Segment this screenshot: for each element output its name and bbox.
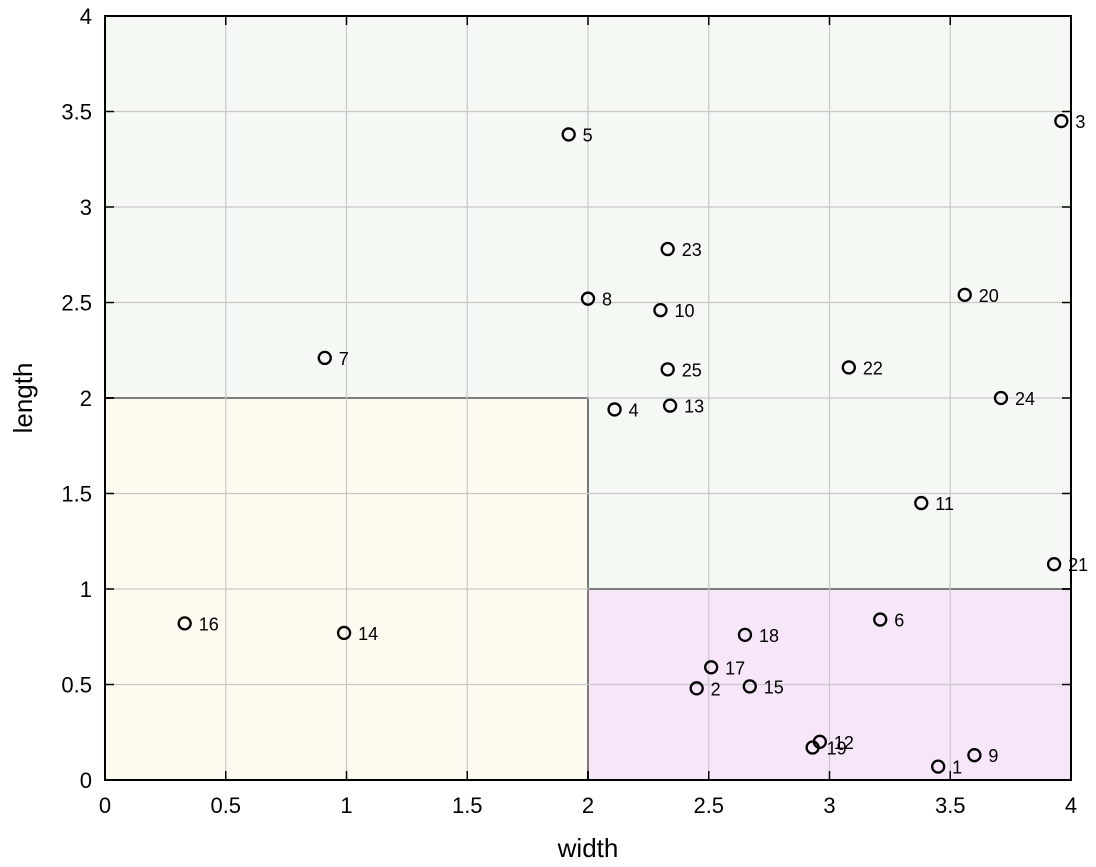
y-tick-label: 3 (80, 195, 92, 220)
point-label-14: 14 (358, 624, 378, 644)
data-point-18 (737, 627, 753, 642)
data-point-17 (704, 660, 719, 675)
data-point-6 (873, 612, 888, 627)
data-point-2 (689, 681, 704, 696)
point-label-23: 23 (682, 240, 702, 260)
point-layer: 1234567891011121314151617181920212223242… (177, 112, 1088, 778)
y-tick-label: 3.5 (61, 100, 92, 125)
point-label-7: 7 (339, 349, 349, 369)
data-point-10 (653, 302, 668, 318)
data-point-23 (660, 241, 675, 257)
point-label-1: 1 (952, 758, 962, 778)
y-tick-label: 1.5 (61, 482, 92, 507)
point-label-4: 4 (629, 400, 639, 420)
y-tick-labels: 0 0.5 1 1.5 2 2.5 3 3.5 4 (61, 4, 92, 793)
point-label-13: 13 (684, 397, 704, 417)
point-label-3: 3 (1075, 112, 1085, 132)
point-label-5: 5 (583, 125, 593, 145)
data-point-7 (317, 350, 332, 366)
tick-layer (104, 15, 1072, 781)
data-point-25 (660, 362, 675, 377)
data-point-1 (931, 759, 946, 774)
data-point-8 (580, 291, 596, 306)
point-label-11: 11 (935, 494, 954, 514)
data-point-15 (742, 679, 757, 694)
point-label-12: 12 (834, 733, 854, 753)
x-tick-label: 2.5 (693, 793, 724, 818)
x-tick-labels: 0 0.5 1 1.5 2 2.5 3 3.5 4 (99, 793, 1077, 818)
point-label-17: 17 (725, 658, 745, 678)
y-tick-label: 1 (80, 577, 92, 602)
data-point-14 (336, 625, 352, 641)
point-label-6: 6 (894, 611, 904, 631)
y-tick-label: 2.5 (61, 291, 92, 316)
x-tick-label: 0.5 (210, 793, 241, 818)
y-tick-label: 2 (80, 386, 92, 411)
data-point-22 (841, 360, 856, 375)
x-tick-label: 3 (823, 793, 835, 818)
point-label-18: 18 (759, 626, 779, 646)
x-tick-label: 1.5 (452, 793, 483, 818)
point-label-20: 20 (979, 286, 999, 306)
point-label-10: 10 (674, 301, 694, 321)
x-tick-label: 2 (582, 793, 594, 818)
point-label-16: 16 (199, 614, 219, 634)
y-tick-label: 4 (80, 4, 92, 29)
x-tick-label: 3.5 (935, 793, 966, 818)
y-axis-label: length (8, 363, 38, 434)
point-label-22: 22 (863, 358, 883, 378)
data-point-20 (957, 287, 972, 303)
point-label-24: 24 (1015, 389, 1035, 409)
point-label-25: 25 (682, 360, 702, 380)
point-label-15: 15 (764, 677, 784, 697)
point-label-9: 9 (988, 746, 998, 766)
y-tick-label: 0.5 (61, 673, 92, 698)
grid-layer (105, 16, 1071, 780)
data-point-13 (662, 398, 678, 413)
point-label-2: 2 (711, 679, 721, 699)
data-point-21 (1046, 557, 1062, 572)
point-label-19: 19 (827, 739, 847, 759)
point-label-21: 21 (1068, 555, 1088, 575)
data-point-9 (967, 748, 982, 763)
data-point-5 (561, 127, 576, 142)
data-point-3 (1054, 113, 1069, 129)
data-point-24 (993, 390, 1009, 406)
y-tick-label: 0 (80, 768, 92, 793)
data-point-4 (607, 402, 622, 417)
x-tick-label: 1 (340, 793, 352, 818)
x-tick-label: 4 (1065, 793, 1077, 818)
point-label-8: 8 (602, 290, 612, 310)
data-point-16 (177, 616, 192, 631)
x-axis-label: width (557, 833, 619, 863)
x-tick-label: 0 (99, 793, 111, 818)
data-point-11 (914, 495, 929, 511)
data-point-19 (805, 740, 820, 755)
